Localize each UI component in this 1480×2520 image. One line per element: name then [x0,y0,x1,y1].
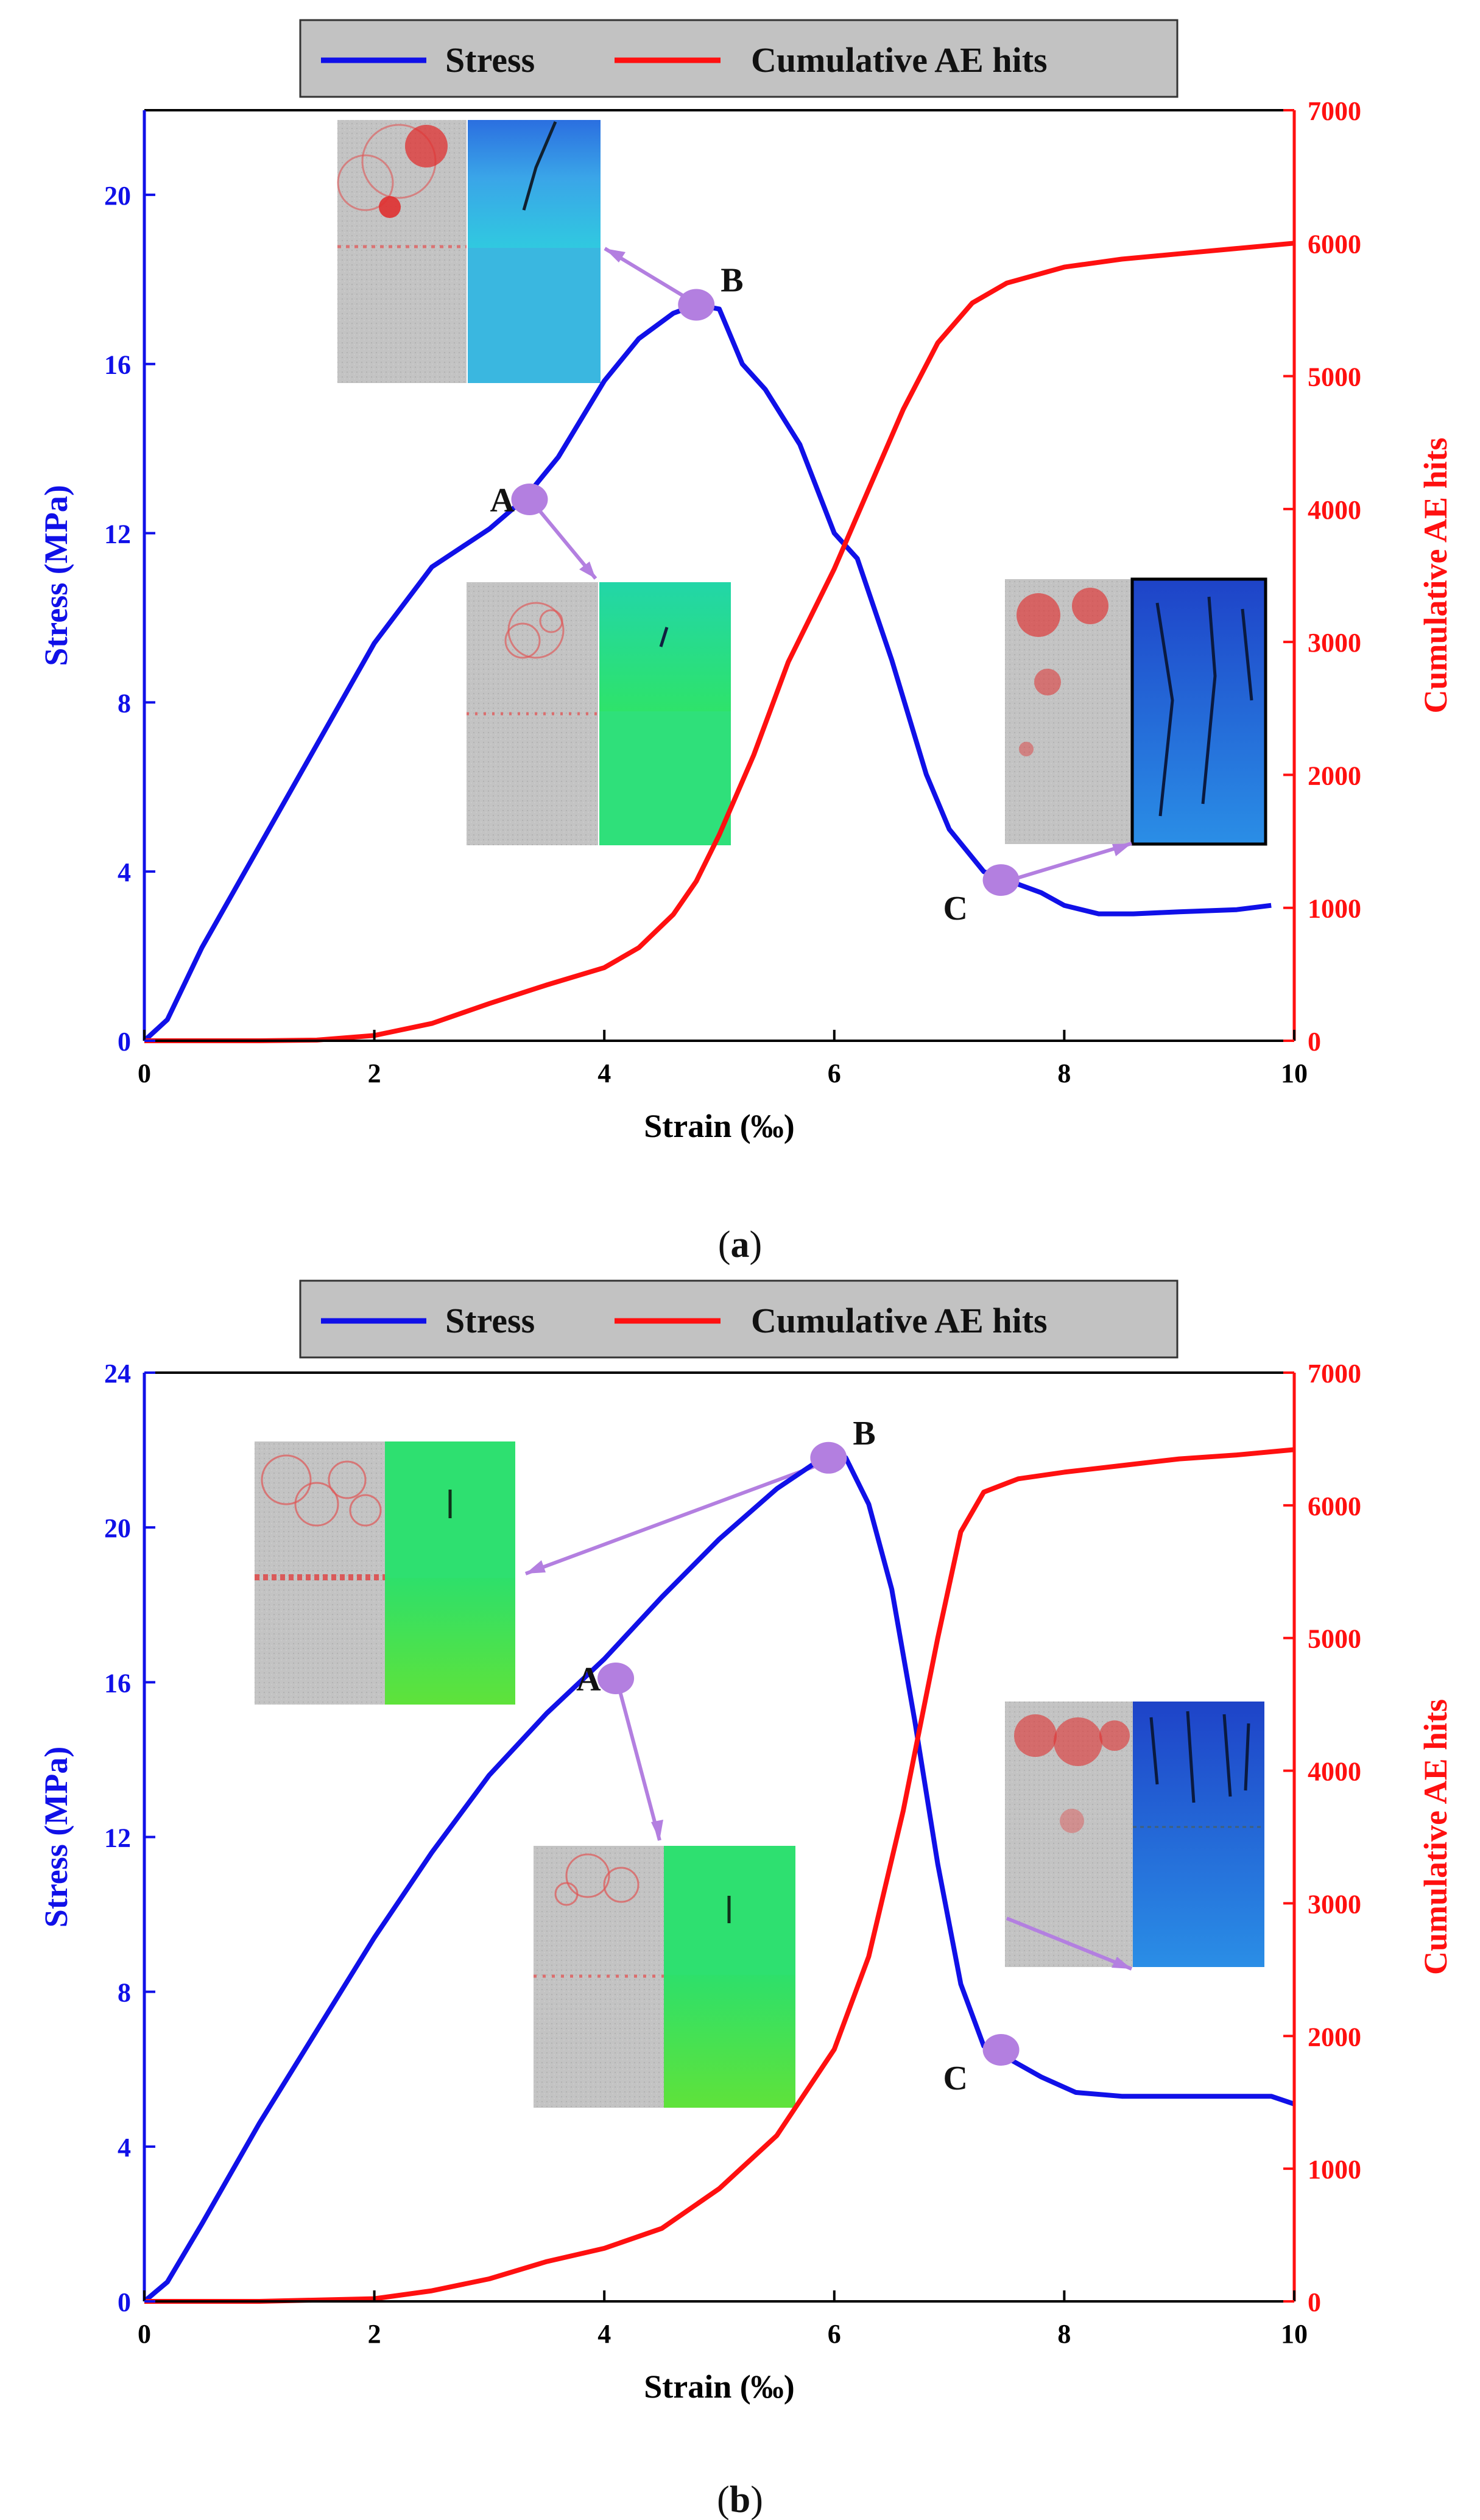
inset-image-b [337,120,601,383]
y-tick-label-right: 2000 [1308,2022,1361,2052]
y-tick-label-right: 3000 [1308,1889,1361,1919]
point-marker-b [678,289,715,321]
y-tick-label-right: 6000 [1308,229,1361,259]
y-tick-label-left: 24 [104,1359,131,1388]
panel-b: Stress Cumulative AE hits [38,1279,1454,2520]
y-tick-label-right: 3000 [1308,628,1361,658]
panel-a: Stress Cumulative AE hits [38,19,1454,1265]
y-axis-title-left: Stress (MPa) [38,485,74,666]
x-tick-label: 4 [597,1058,611,1088]
arrow-c-head [1112,1957,1132,1969]
arrow-c-head [1112,843,1132,856]
legend-label-ae: Cumulative AE hits [751,1301,1048,1340]
point-marker-c [982,864,1020,896]
inset-image-c [1005,577,1267,846]
y-tick-label-left: 20 [104,1513,131,1543]
plot-b: 0 2 4 6 8 10048121620240100020003000400050006… [38,1359,1454,2405]
panel-caption-a: (a) [718,1224,762,1265]
y-tick-label-left: 4 [118,857,131,887]
panel-caption-b: (b) [717,2479,763,2520]
arrow-b [524,1462,822,1575]
y-tick-label-right: 5000 [1308,1624,1361,1654]
point-label-a: A [490,482,515,519]
x-tick-label: 8 [1057,1058,1071,1088]
series-line-ae-hits [144,1447,1295,2304]
y-tick-label-left: 8 [118,1978,131,2008]
panel-caption-a-letter: a [731,1224,750,1265]
y-tick-label-right: 4000 [1308,495,1361,525]
panel-caption-b-letter: b [730,2479,750,2520]
arrow-b-head [605,248,625,262]
arrow-b-head [526,1560,546,1574]
point-label-c: C [943,890,968,927]
point-label-a: A [576,1661,601,1698]
y-tick-label-left: 16 [104,1668,131,1698]
x-axis-title: Strain (‰) [644,2368,794,2405]
series-line-ae-hits [144,241,1295,1043]
y-tick-label-right: 2000 [1308,761,1361,790]
legend: Stress Cumulative AE hits [299,19,1179,98]
point-marker-a [511,483,548,515]
y-tick-label-right: 7000 [1308,1359,1361,1388]
arrow-c [1006,1916,1133,1971]
plot-a: 0 2 4 6 8 10048121620010002000300040005000600… [38,96,1454,1144]
x-tick-label: 0 [138,1058,151,1088]
y-tick-label-right: 6000 [1308,1491,1361,1521]
series-line-stress [143,302,1272,1043]
y-tick-label-right: 0 [1308,1027,1321,1057]
y-tick-label-left: 16 [104,350,131,380]
point-label-c: C [943,2060,968,2097]
y-tick-label-right: 0 [1308,2287,1321,2317]
legend-label-stress: Stress [445,40,535,80]
arrow-a-head [579,561,596,579]
arrow-c [1006,842,1132,883]
x-tick-label: 6 [828,2319,841,2349]
y-axis-title-left: Stress (MPa) [38,1747,74,1927]
y-tick-label-right: 4000 [1308,1757,1361,1787]
y-tick-label-left: 0 [118,2287,131,2317]
x-tick-label: 4 [597,2319,611,2349]
x-tick-label: 0 [138,2319,151,2349]
inset-image-a [534,1846,795,2108]
inset-image-c [1005,1702,1264,1967]
legend: Stress Cumulative AE hits [299,1279,1179,1359]
arrow-a-head [651,1820,663,1840]
x-tick-label: 2 [368,1058,381,1088]
y-axis-title-right: Cumulative AE hits [1417,1699,1454,1975]
y-tick-label-left: 12 [104,1823,131,1853]
y-tick-label-left: 8 [118,688,131,718]
y-tick-label-right: 5000 [1308,362,1361,392]
y-axis-title-right: Cumulative AE hits [1417,437,1454,713]
x-tick-label: 10 [1281,2319,1308,2349]
y-tick-label-right: 1000 [1308,2155,1361,2184]
y-tick-label-left: 0 [118,1027,131,1057]
x-tick-label: 8 [1057,2319,1071,2349]
legend-label-ae: Cumulative AE hits [751,40,1048,80]
x-axis-title: Strain (‰) [644,1108,794,1144]
legend-box [299,1279,1179,1359]
point-label-b: B [853,1415,875,1452]
point-marker-c [982,2033,1020,2066]
point-marker-b [810,1441,847,1474]
y-tick-label-left: 4 [118,2133,131,2163]
inset-image-a [467,582,731,845]
x-tick-label: 10 [1281,1058,1308,1088]
legend-box [299,19,1179,98]
point-marker-a [597,1662,635,1694]
arrow-a [617,1686,661,1841]
inset-image-b [255,1441,515,1705]
legend-label-stress: Stress [445,1301,535,1340]
x-tick-label: 2 [368,2319,381,2349]
y-tick-label-right: 7000 [1308,96,1361,126]
x-tick-label: 6 [828,1058,841,1088]
y-tick-label-left: 20 [104,181,131,211]
y-tick-label-right: 1000 [1308,894,1361,924]
y-tick-label-left: 12 [104,519,131,549]
point-label-b: B [721,261,743,299]
